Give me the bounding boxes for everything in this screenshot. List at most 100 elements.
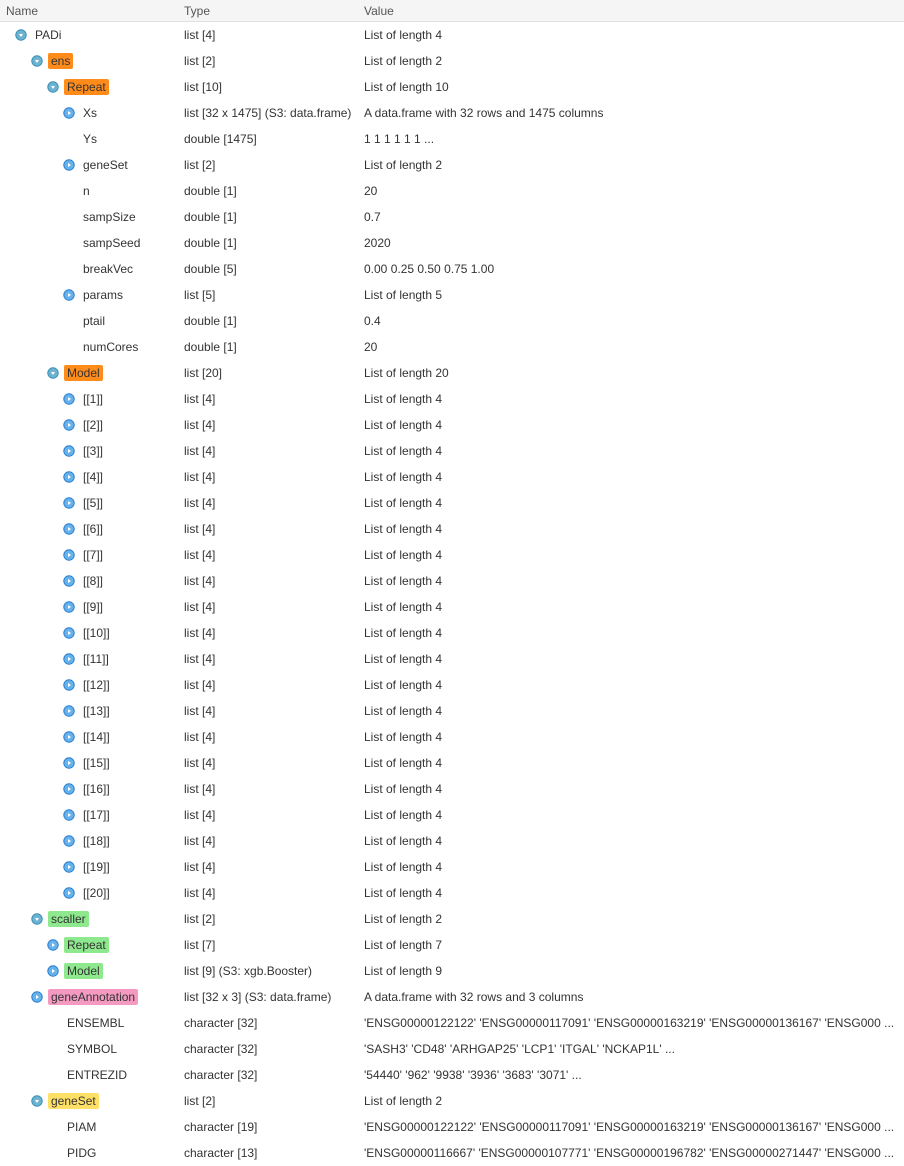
tree-row[interactable]: SYMBOLcharacter [32]'SASH3' 'CD48' 'ARHG… xyxy=(0,1036,904,1062)
tree-row[interactable]: Xslist [32 x 1475] (S3: data.frame)A dat… xyxy=(0,100,904,126)
expand-collapse-icon[interactable] xyxy=(62,860,76,874)
tree-row[interactable]: [[12]]list [4]List of length 4 xyxy=(0,672,904,698)
expand-collapse-icon[interactable] xyxy=(62,678,76,692)
expand-collapse-icon[interactable] xyxy=(14,28,28,42)
expand-collapse-icon[interactable] xyxy=(62,782,76,796)
variable-name: breakVec xyxy=(80,261,136,277)
variable-name: [[1]] xyxy=(80,391,106,407)
variable-name: [[10]] xyxy=(80,625,113,641)
expand-collapse-icon[interactable] xyxy=(62,470,76,484)
name-cell: [[14]] xyxy=(0,729,180,745)
tree-row[interactable]: numCoresdouble [1]20 xyxy=(0,334,904,360)
tree-row[interactable]: paramslist [5]List of length 5 xyxy=(0,282,904,308)
variable-name: [[4]] xyxy=(80,469,106,485)
tree-row[interactable]: [[11]]list [4]List of length 4 xyxy=(0,646,904,672)
expand-collapse-icon[interactable] xyxy=(46,938,60,952)
expand-collapse-icon[interactable] xyxy=(46,366,60,380)
name-cell: PADi xyxy=(0,27,180,43)
expand-collapse-icon[interactable] xyxy=(62,106,76,120)
tree-row[interactable]: [[3]]list [4]List of length 4 xyxy=(0,438,904,464)
type-cell: list [4] xyxy=(180,652,360,666)
tree-row[interactable]: ENSEMBLcharacter [32]'ENSG00000122122' '… xyxy=(0,1010,904,1036)
tree-row[interactable]: [[9]]list [4]List of length 4 xyxy=(0,594,904,620)
variable-name: ens xyxy=(48,53,73,69)
value-cell: List of length 4 xyxy=(360,808,904,822)
tree-row[interactable]: [[20]]list [4]List of length 4 xyxy=(0,880,904,906)
tree-row[interactable]: [[19]]list [4]List of length 4 xyxy=(0,854,904,880)
tree-row[interactable]: [[7]]list [4]List of length 4 xyxy=(0,542,904,568)
tree-row[interactable]: geneAnnotationlist [32 x 3] (S3: data.fr… xyxy=(0,984,904,1010)
tree-row[interactable]: Modellist [20]List of length 20 xyxy=(0,360,904,386)
tree-row[interactable]: Modellist [9] (S3: xgb.Booster)List of l… xyxy=(0,958,904,984)
expand-collapse-icon[interactable] xyxy=(30,54,44,68)
expand-collapse-icon[interactable] xyxy=(62,158,76,172)
expand-collapse-icon[interactable] xyxy=(46,964,60,978)
expand-collapse-icon[interactable] xyxy=(62,574,76,588)
expand-collapse-icon[interactable] xyxy=(62,548,76,562)
type-cell: double [1] xyxy=(180,314,360,328)
tree-row[interactable]: [[17]]list [4]List of length 4 xyxy=(0,802,904,828)
expand-collapse-icon[interactable] xyxy=(30,912,44,926)
tree-row[interactable]: [[18]]list [4]List of length 4 xyxy=(0,828,904,854)
tree-row[interactable]: Ysdouble [1475]1 1 1 1 1 1 ... xyxy=(0,126,904,152)
name-cell: [[6]] xyxy=(0,521,180,537)
tree-row[interactable]: Repeatlist [7]List of length 7 xyxy=(0,932,904,958)
variable-name: geneSet xyxy=(48,1093,99,1109)
value-cell: 'SASH3' 'CD48' 'ARHGAP25' 'LCP1' 'ITGAL'… xyxy=(360,1042,904,1056)
tree-row[interactable]: enslist [2]List of length 2 xyxy=(0,48,904,74)
variable-name: [[20]] xyxy=(80,885,113,901)
tree-row[interactable]: PADilist [4]List of length 4 xyxy=(0,22,904,48)
tree-row[interactable]: PIDGcharacter [13]'ENSG00000116667' 'ENS… xyxy=(0,1140,904,1166)
expand-collapse-icon[interactable] xyxy=(62,392,76,406)
arrow-spacer xyxy=(46,1146,60,1160)
type-cell: character [32] xyxy=(180,1042,360,1056)
arrow-spacer xyxy=(62,314,76,328)
tree-row[interactable]: [[10]]list [4]List of length 4 xyxy=(0,620,904,646)
type-cell: list [4] xyxy=(180,782,360,796)
tree-row[interactable]: PIAMcharacter [19]'ENSG00000122122' 'ENS… xyxy=(0,1114,904,1140)
expand-collapse-icon[interactable] xyxy=(62,600,76,614)
expand-collapse-icon[interactable] xyxy=(62,522,76,536)
expand-collapse-icon[interactable] xyxy=(62,652,76,666)
tree-row[interactable]: [[15]]list [4]List of length 4 xyxy=(0,750,904,776)
expand-collapse-icon[interactable] xyxy=(30,990,44,1004)
expand-collapse-icon[interactable] xyxy=(62,444,76,458)
tree-row[interactable]: [[5]]list [4]List of length 4 xyxy=(0,490,904,516)
tree-row[interactable]: [[1]]list [4]List of length 4 xyxy=(0,386,904,412)
expand-collapse-icon[interactable] xyxy=(62,756,76,770)
expand-collapse-icon[interactable] xyxy=(62,704,76,718)
expand-collapse-icon[interactable] xyxy=(46,80,60,94)
expand-collapse-icon[interactable] xyxy=(62,626,76,640)
type-cell: list [4] xyxy=(180,756,360,770)
name-cell: [[19]] xyxy=(0,859,180,875)
tree-row[interactable]: ptaildouble [1]0.4 xyxy=(0,308,904,334)
expand-collapse-icon[interactable] xyxy=(62,288,76,302)
tree-row[interactable]: Repeatlist [10]List of length 10 xyxy=(0,74,904,100)
tree-row[interactable]: [[8]]list [4]List of length 4 xyxy=(0,568,904,594)
value-cell: List of length 4 xyxy=(360,860,904,874)
tree-row[interactable]: scallerlist [2]List of length 2 xyxy=(0,906,904,932)
tree-row[interactable]: sampSeeddouble [1]2020 xyxy=(0,230,904,256)
tree-row[interactable]: [[4]]list [4]List of length 4 xyxy=(0,464,904,490)
expand-collapse-icon[interactable] xyxy=(62,730,76,744)
tree-row[interactable]: [[16]]list [4]List of length 4 xyxy=(0,776,904,802)
tree-row[interactable]: breakVecdouble [5]0.00 0.25 0.50 0.75 1.… xyxy=(0,256,904,282)
type-cell: character [19] xyxy=(180,1120,360,1134)
tree-row[interactable]: sampSizedouble [1]0.7 xyxy=(0,204,904,230)
expand-collapse-icon[interactable] xyxy=(62,834,76,848)
variable-name: n xyxy=(80,183,93,199)
tree-row[interactable]: [[14]]list [4]List of length 4 xyxy=(0,724,904,750)
tree-row[interactable]: [[2]]list [4]List of length 4 xyxy=(0,412,904,438)
tree-row[interactable]: geneSetlist [2]List of length 2 xyxy=(0,152,904,178)
tree-row[interactable]: ENTREZIDcharacter [32]'54440' '962' '993… xyxy=(0,1062,904,1088)
tree-row[interactable]: [[6]]list [4]List of length 4 xyxy=(0,516,904,542)
expand-collapse-icon[interactable] xyxy=(62,808,76,822)
value-cell: List of length 2 xyxy=(360,158,904,172)
expand-collapse-icon[interactable] xyxy=(62,886,76,900)
tree-row[interactable]: ndouble [1]20 xyxy=(0,178,904,204)
expand-collapse-icon[interactable] xyxy=(30,1094,44,1108)
tree-row[interactable]: [[13]]list [4]List of length 4 xyxy=(0,698,904,724)
tree-row[interactable]: geneSetlist [2]List of length 2 xyxy=(0,1088,904,1114)
expand-collapse-icon[interactable] xyxy=(62,418,76,432)
expand-collapse-icon[interactable] xyxy=(62,496,76,510)
